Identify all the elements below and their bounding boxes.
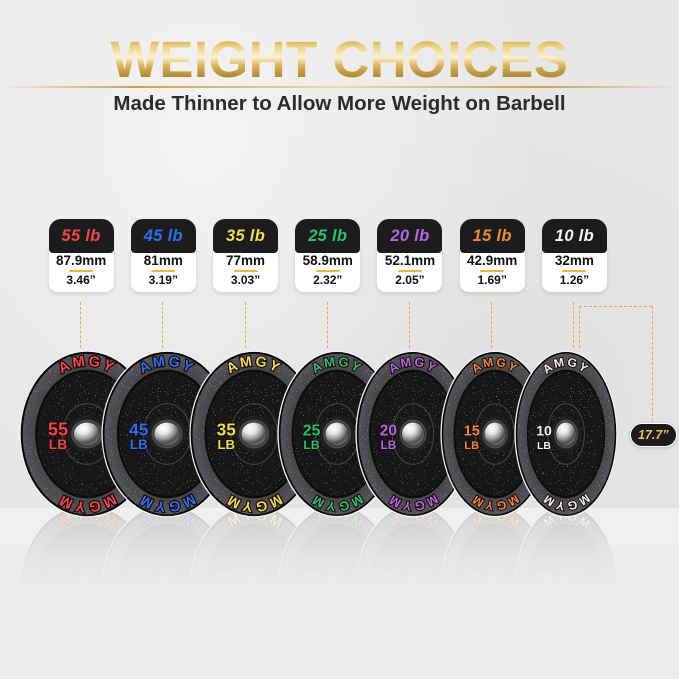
svg-text:LB: LB (218, 437, 236, 452)
svg-text:15: 15 (464, 424, 480, 440)
svg-text:LB: LB (303, 438, 319, 452)
svg-text:LB: LB (464, 440, 479, 452)
svg-text:10: 10 (536, 423, 552, 439)
svg-text:LB: LB (49, 436, 68, 452)
svg-text:LB: LB (130, 437, 148, 452)
svg-text:LB: LB (381, 438, 397, 452)
svg-text:LB: LB (537, 440, 551, 452)
